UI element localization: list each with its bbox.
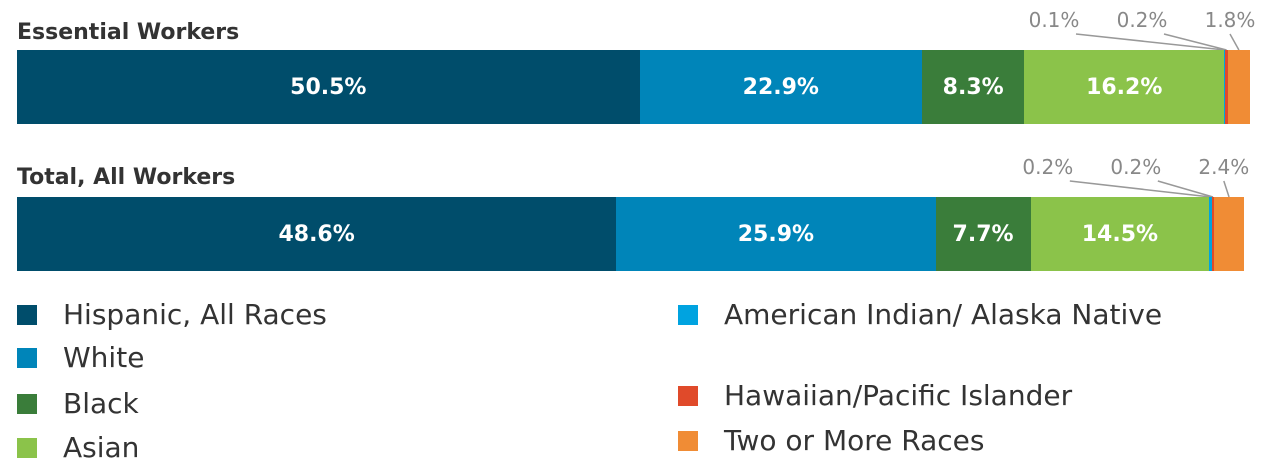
data-label: 7.7% (952, 221, 1014, 247)
legend-label: Black (63, 387, 139, 420)
data-label: 0.2% (1022, 155, 1074, 179)
legend-swatch (17, 348, 37, 368)
leader-line (1223, 180, 1230, 198)
bar-segment (1227, 50, 1250, 124)
bar-segment: 14.5% (1030, 197, 1210, 271)
legend-swatch (678, 386, 698, 406)
bar-segment (1224, 50, 1226, 124)
leader-line (1075, 33, 1225, 51)
data-label: 14.5% (1081, 221, 1159, 247)
bar-segment: 25.9% (616, 197, 936, 271)
data-label: 0.2% (1116, 8, 1168, 32)
data-label: 0.2% (1110, 155, 1162, 179)
category-label: Essential Workers (17, 20, 240, 45)
legend-label: Hawaiian/Pacific Islander (724, 379, 1073, 412)
legend-swatch (678, 305, 698, 325)
bar-segment: 48.6% (17, 197, 617, 271)
bar-segment: 22.9% (639, 50, 922, 124)
legend-label: Two or More Races (724, 424, 985, 457)
legend-label: American Indian/ Alaska Native (724, 298, 1163, 331)
data-label: 25.9% (737, 221, 815, 247)
leader-line (1069, 180, 1211, 198)
data-label: 0.1% (1028, 8, 1080, 32)
bar-segment (1214, 197, 1244, 271)
legend-swatch (17, 305, 37, 325)
bar-segment (1225, 50, 1228, 124)
legend-swatch (17, 394, 37, 414)
bar-segment: 50.5% (17, 50, 640, 124)
data-label: 8.3% (942, 74, 1004, 100)
data-label: 16.2% (1086, 74, 1163, 100)
legend-label: White (63, 341, 145, 374)
data-label: 1.8% (1204, 8, 1256, 32)
bar-segment: 16.2% (1024, 50, 1225, 124)
bar-segment (1211, 197, 1215, 271)
data-label: 48.6% (278, 221, 355, 247)
legend-label: Asian (63, 431, 140, 464)
leader-line (1157, 180, 1214, 198)
category-label: Total, All Workers (17, 165, 236, 190)
legend-swatch (678, 431, 698, 451)
legend-label: Hispanic, All Races (63, 298, 327, 331)
bar-segment (1209, 197, 1212, 271)
bar-segment: 8.3% (922, 50, 1025, 124)
bar-segment: 7.7% (935, 197, 1031, 271)
data-label: 50.5% (290, 74, 367, 100)
legend-swatch (17, 438, 37, 458)
leader-line (1163, 33, 1227, 51)
data-label: 22.9% (742, 74, 819, 100)
leader-line (1229, 33, 1240, 51)
data-label: 2.4% (1198, 155, 1250, 179)
